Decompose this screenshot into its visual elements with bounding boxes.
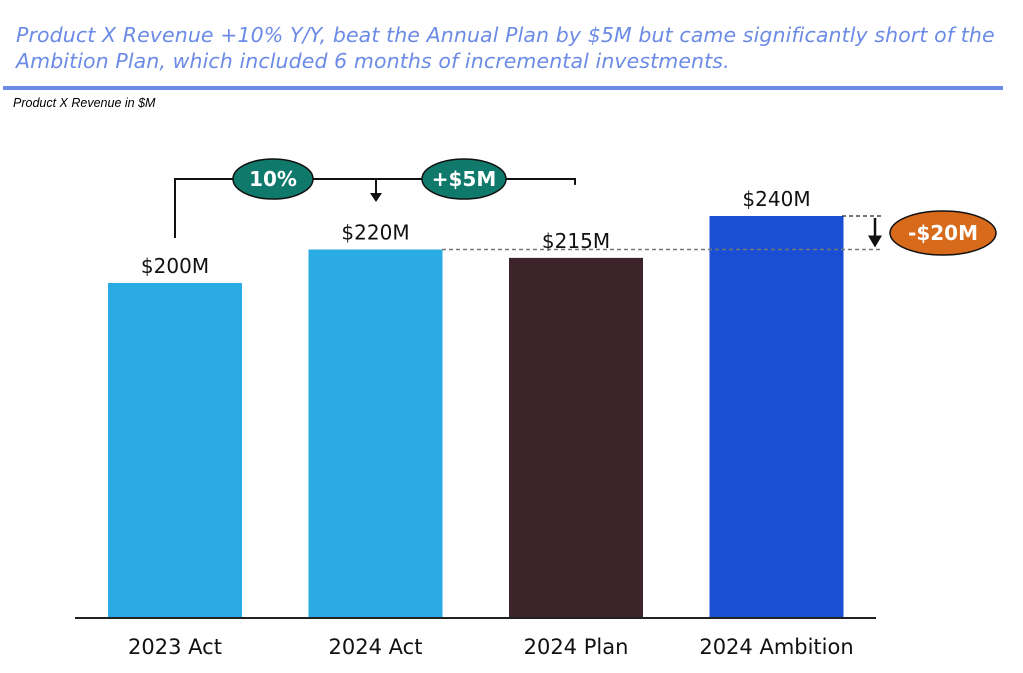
arrow-down-icon xyxy=(868,235,882,248)
category-label: 2023 Act xyxy=(128,635,222,659)
category-label: 2024 Plan xyxy=(524,635,629,659)
data-label: $200M xyxy=(141,254,209,278)
bar-2024-plan xyxy=(509,257,643,618)
chart-subtitle: Product X Revenue in $M xyxy=(13,96,156,110)
vs-ambition-label: -$20M xyxy=(908,221,978,245)
vs-plan-label: +$5M xyxy=(432,167,497,191)
arrow-down-icon xyxy=(370,193,382,202)
vs-ambition-bubble xyxy=(889,210,997,256)
bar-2024-ambition xyxy=(709,216,844,618)
data-label: $240M xyxy=(742,187,810,211)
category-label: 2024 Ambition xyxy=(699,635,853,659)
vs-plan-bubble xyxy=(421,158,507,200)
bar-2023-act xyxy=(108,283,242,618)
data-label: $220M xyxy=(341,221,409,245)
yoy-growth-label: 10% xyxy=(249,167,297,191)
category-label: 2024 Act xyxy=(329,635,423,659)
yoy-growth-bubble xyxy=(232,158,314,200)
bar-2024-act xyxy=(308,249,443,618)
headline-divider xyxy=(3,86,1003,90)
chart-headline: Product X Revenue +10% Y/Y, beat the Ann… xyxy=(16,23,995,73)
